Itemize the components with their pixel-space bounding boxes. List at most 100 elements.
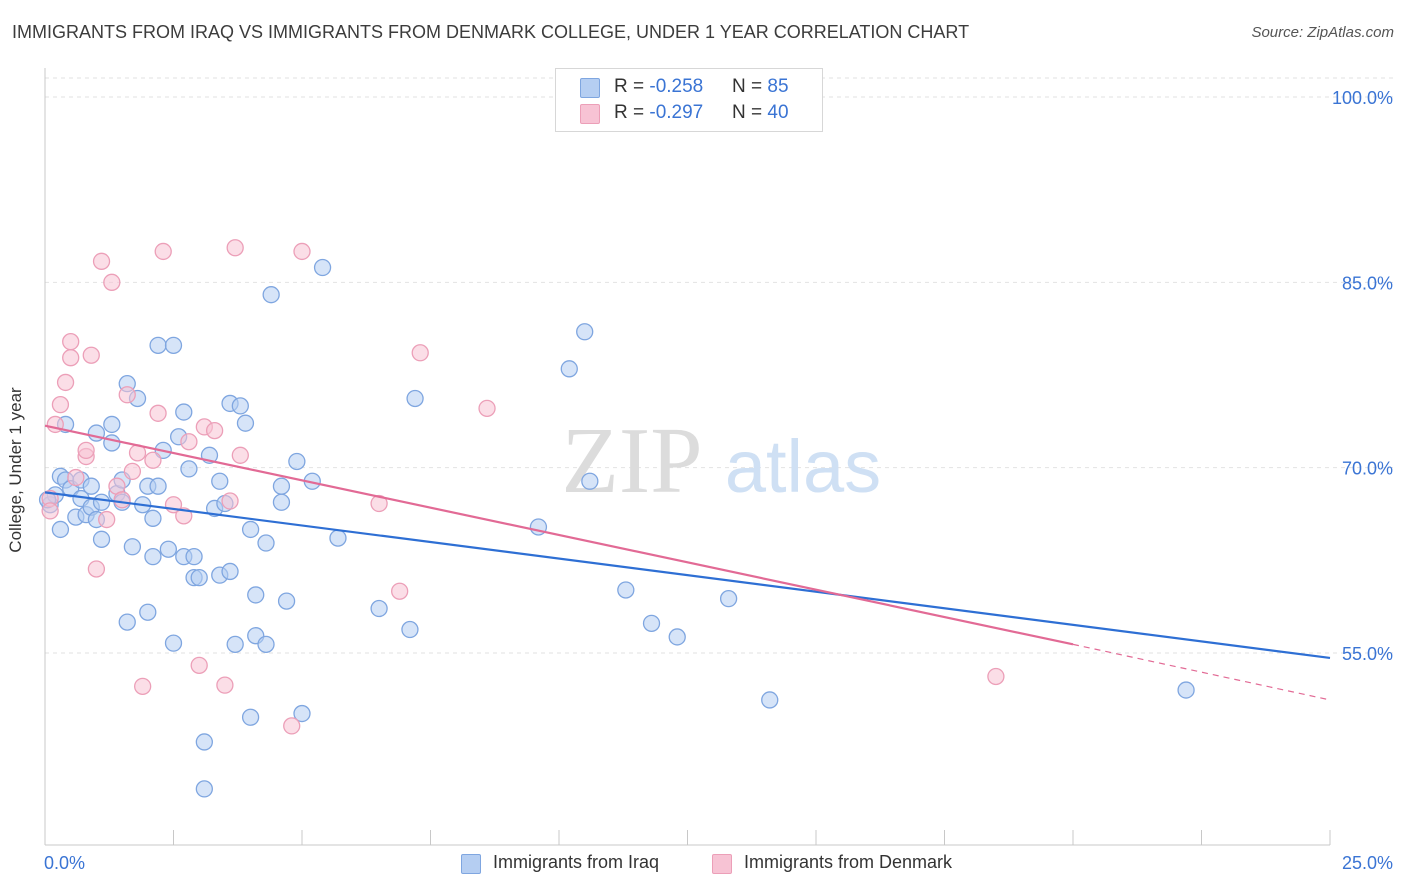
data-point-iraq bbox=[262, 286, 280, 304]
data-point-denmark bbox=[51, 396, 70, 414]
data-point-denmark bbox=[123, 462, 142, 481]
data-point-iraq bbox=[164, 336, 183, 354]
data-point-iraq bbox=[761, 691, 779, 709]
data-point-iraq bbox=[195, 780, 213, 798]
data-point-iraq bbox=[149, 336, 167, 354]
data-point-iraq bbox=[241, 708, 260, 726]
data-point-denmark bbox=[231, 446, 249, 464]
data-point-iraq bbox=[241, 520, 260, 539]
data-point-iraq bbox=[719, 589, 738, 608]
x-tick-label: 25.0% bbox=[1342, 853, 1393, 873]
data-point-iraq bbox=[406, 389, 424, 408]
bottom-legend-label-iraq: Immigrants from Iraq bbox=[493, 852, 660, 872]
data-point-denmark bbox=[56, 373, 75, 392]
data-point-iraq bbox=[1177, 681, 1195, 699]
chart-title: IMMIGRANTS FROM IRAQ VS IMMIGRANTS FROM … bbox=[12, 22, 970, 42]
data-point-iraq bbox=[144, 547, 162, 566]
data-point-iraq bbox=[370, 599, 388, 618]
data-point-iraq bbox=[576, 323, 594, 341]
data-point-denmark bbox=[180, 433, 198, 451]
stats-legend: R = -0.258 N = 85 R = -0.297 N = 40 bbox=[555, 68, 823, 132]
data-point-iraq bbox=[92, 530, 111, 548]
data-point-iraq bbox=[560, 360, 578, 378]
data-point-iraq bbox=[175, 403, 193, 421]
data-point-denmark bbox=[391, 582, 409, 600]
data-point-denmark bbox=[87, 560, 106, 578]
data-point-denmark bbox=[226, 239, 244, 257]
data-point-denmark bbox=[216, 676, 234, 694]
data-point-iraq bbox=[272, 477, 291, 495]
data-point-denmark bbox=[103, 273, 121, 291]
data-point-iraq bbox=[226, 635, 244, 654]
data-point-iraq bbox=[221, 562, 239, 581]
data-point-denmark bbox=[190, 656, 208, 675]
data-point-iraq bbox=[236, 414, 255, 432]
data-point-iraq bbox=[103, 415, 121, 434]
data-point-denmark bbox=[62, 349, 80, 367]
data-point-denmark bbox=[283, 717, 301, 735]
gridlines bbox=[45, 77, 1395, 654]
axes bbox=[44, 68, 1331, 846]
data-point-iraq bbox=[82, 477, 100, 495]
legend-swatch-iraq bbox=[580, 78, 600, 98]
data-point-denmark bbox=[77, 441, 95, 460]
data-point-denmark bbox=[98, 510, 116, 529]
data-point-iraq bbox=[668, 628, 686, 646]
data-point-denmark bbox=[149, 404, 167, 422]
data-point-denmark bbox=[478, 399, 496, 418]
data-point-iraq bbox=[257, 635, 275, 654]
data-point-iraq bbox=[247, 586, 265, 604]
data-point-iraq bbox=[185, 547, 203, 566]
data-point-iraq bbox=[118, 613, 136, 631]
data-point-iraq bbox=[144, 509, 162, 527]
data-point-denmark bbox=[293, 242, 311, 261]
data-point-iraq bbox=[272, 493, 291, 511]
y-tick-labels: 55.0% 70.0% 85.0% 100.0% bbox=[1332, 88, 1393, 664]
data-point-iraq bbox=[159, 540, 178, 558]
data-point-denmark bbox=[144, 451, 162, 469]
legend-r-denmark: R = -0.297 bbox=[614, 102, 704, 123]
y-tick-label: 55.0% bbox=[1342, 644, 1393, 664]
data-point-iraq bbox=[149, 477, 167, 495]
data-point-iraq bbox=[164, 634, 183, 652]
watermark-atlas: atlas bbox=[725, 425, 881, 508]
data-point-iraq bbox=[103, 434, 121, 452]
trend-lines bbox=[44, 424, 1331, 701]
data-point-iraq bbox=[401, 620, 419, 639]
data-point-denmark bbox=[134, 677, 152, 696]
y-tick-label: 85.0% bbox=[1342, 273, 1393, 293]
bottom-legend-label-denmark: Immigrants from Denmark bbox=[744, 852, 953, 872]
data-point-denmark bbox=[221, 492, 239, 510]
data-point-denmark bbox=[92, 252, 111, 270]
legend-n-denmark: N = 40 bbox=[732, 102, 789, 123]
data-point-iraq bbox=[642, 614, 661, 632]
data-point-denmark bbox=[370, 494, 388, 513]
legend-r-iraq: R = -0.258 bbox=[614, 76, 704, 97]
data-point-iraq bbox=[581, 472, 599, 490]
x-tick-labels: 0.0% 25.0% bbox=[44, 853, 1393, 873]
data-point-denmark bbox=[411, 344, 429, 362]
data-point-iraq bbox=[277, 592, 296, 610]
data-point-iraq bbox=[92, 493, 111, 511]
series-iraq-points bbox=[38, 258, 1195, 798]
data-point-denmark bbox=[113, 491, 131, 509]
trend-line-denmark bbox=[44, 424, 1074, 646]
data-point-iraq bbox=[329, 529, 347, 547]
watermark: ZIP atlas bbox=[562, 409, 882, 513]
trend-line-iraq bbox=[44, 491, 1331, 660]
bottom-legend-swatch-denmark bbox=[712, 854, 732, 874]
data-point-iraq bbox=[139, 603, 157, 621]
data-point-iraq bbox=[211, 472, 229, 490]
data-point-iraq bbox=[51, 520, 70, 539]
data-point-denmark bbox=[62, 332, 80, 351]
data-point-iraq bbox=[123, 538, 142, 556]
data-point-iraq bbox=[617, 581, 635, 599]
data-point-iraq bbox=[180, 460, 198, 478]
data-point-iraq bbox=[190, 568, 208, 587]
watermark-zip: ZIP bbox=[562, 409, 703, 513]
data-point-iraq bbox=[231, 397, 249, 415]
data-point-iraq bbox=[257, 534, 275, 552]
legend-swatch-denmark bbox=[580, 104, 600, 124]
y-tick-label: 100.0% bbox=[1332, 88, 1393, 108]
